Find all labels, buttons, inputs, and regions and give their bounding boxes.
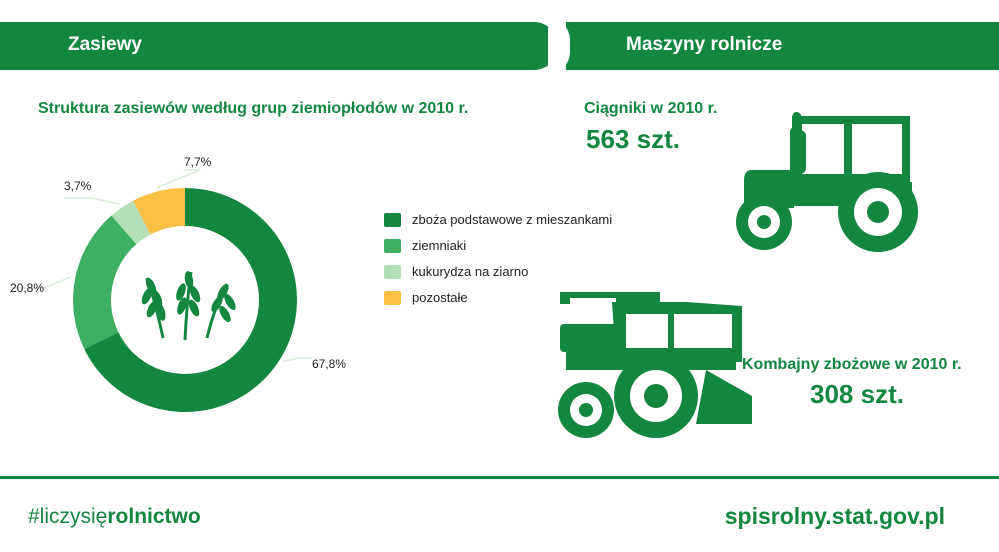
slice-value-label: 67,8% [312,357,346,371]
donut-slice [132,188,185,235]
donut-slice [111,200,151,245]
banner-zasiewy: Zasiewy [0,22,558,70]
donut-slice [84,188,297,412]
hashtag-bold: rolnictwo [107,505,201,528]
legend-label: zboża podstawowe z mieszankami [412,212,613,227]
legend-label: kukurydza na ziarno [412,264,529,279]
leader-line [64,197,120,205]
banner-zasiewy-title: Zasiewy [68,34,142,55]
legend-label: ziemniaki [412,238,467,253]
banner-maszyny: Maszyny rolnicze [566,22,999,70]
slice-value-label: 20,8% [10,281,44,295]
footer-website-link[interactable]: spisrolny.stat.gov.pl [724,503,945,529]
leader-line [10,276,72,289]
leader-line [283,357,312,363]
wheat-icon [141,271,236,341]
legend-swatch [384,265,401,279]
combines-label: Kombajny zbożowe w 2010 r. [742,356,962,373]
banner-maszyny-title: Maszyny rolnicze [626,34,783,55]
footer-hashtag: #liczysięrolnictwo [28,505,201,529]
footer-divider [0,476,999,479]
donut-slice [72,215,137,349]
legend-swatch [384,239,401,253]
donut-chart: 67,8% 20,8% 3,7% 7,7% [10,155,346,412]
tractor-icon [736,112,918,252]
chart-title: Struktura zasiewów według grup ziemiopło… [38,100,469,117]
slice-value-label: 7,7% [184,155,212,169]
legend-label: pozostałe [412,290,468,305]
legend-swatch [384,291,401,305]
tractors-label: Ciągniki w 2010 r. [584,100,718,117]
combine-harvester-icon [558,292,752,438]
banner-divider [548,18,570,74]
leader-line [156,169,201,189]
tractors-value: 563 szt. [586,124,680,154]
slice-value-label: 3,7% [64,179,92,193]
legend-swatch [384,213,401,227]
combines-value: 308 szt. [810,379,904,409]
hashtag-prefix: #liczysię [28,505,108,528]
